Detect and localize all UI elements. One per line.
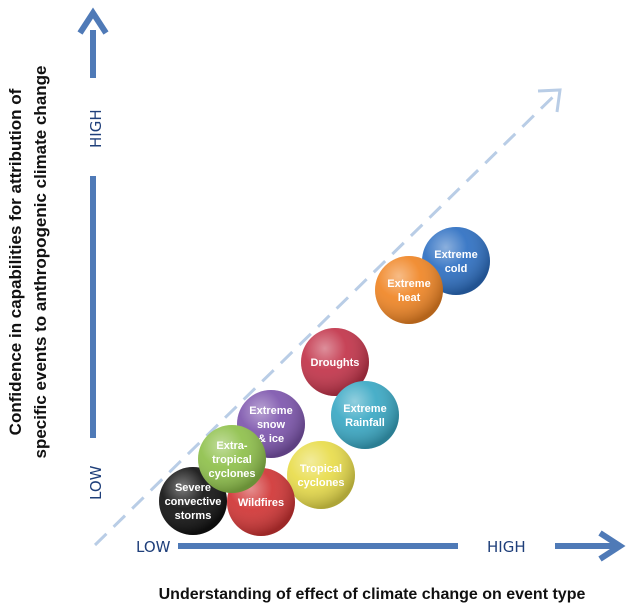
- bubble-label-line: cold: [445, 263, 468, 275]
- bubble-label-line: Rainfall: [345, 417, 385, 429]
- bubble-shading: [331, 381, 399, 449]
- bubble-droughts: Droughts: [301, 328, 369, 396]
- diagonal-arrow: [93, 88, 562, 547]
- bubble-shading: [198, 425, 266, 493]
- bubble-label-line: snow: [257, 419, 286, 431]
- bubble-shading: [287, 441, 355, 509]
- bubble-label-line: Severe: [175, 482, 211, 494]
- bubble-extreme-rainfall: Extreme Rainfall: [331, 381, 399, 449]
- bubble-label-line: Wildfires: [238, 497, 284, 509]
- bubble-extra-tropical-cyclones: Extra-tropical cyclones: [198, 425, 266, 493]
- event-bubbles: Extreme cold Extreme heat Droughts Extreme Rai…: [159, 227, 490, 536]
- bubble-label-line: Extra-: [216, 440, 248, 452]
- bubble-label-line: Extreme: [343, 403, 386, 415]
- bubble-label-line: storms: [175, 510, 212, 522]
- bubble-shading: [375, 256, 443, 324]
- bubble-shading: [301, 328, 369, 396]
- bubble-label-line: cyclones: [208, 468, 255, 480]
- y-axis-arrow: [77, 7, 109, 438]
- bubble-label-line: Tropical: [300, 463, 342, 475]
- y-axis-title-line1: Confidence in capabilities for attributi…: [6, 88, 25, 435]
- bubble-label-line: Extreme: [249, 405, 292, 417]
- y-axis-high-label: HIGH: [87, 109, 105, 148]
- bubble-label-line: convective: [165, 496, 222, 508]
- x-axis-high-label: HIGH: [487, 538, 526, 556]
- bubble-label-line: cyclones: [297, 477, 344, 489]
- bubble-label-line: Extreme: [387, 278, 430, 290]
- x-axis-title: Understanding of effect of climate chang…: [159, 586, 586, 603]
- bubble-tropical-cyclones: Tropical cyclones: [287, 441, 355, 509]
- bubble-label-line: Extreme: [434, 249, 477, 261]
- bubble-label-line: tropical: [212, 454, 252, 466]
- bubble-label-line: heat: [398, 292, 421, 304]
- bubble-label-line: Droughts: [311, 357, 360, 369]
- y-axis-title-line2: specific events to anthropogenic climate…: [31, 66, 50, 459]
- y-axis-low-label: LOW: [87, 465, 105, 500]
- bubble-extreme-heat: Extreme heat: [375, 256, 443, 324]
- x-axis-low-label: LOW: [136, 538, 171, 556]
- x-axis-arrow: [178, 530, 626, 562]
- bubble-label-line: & ice: [258, 433, 284, 445]
